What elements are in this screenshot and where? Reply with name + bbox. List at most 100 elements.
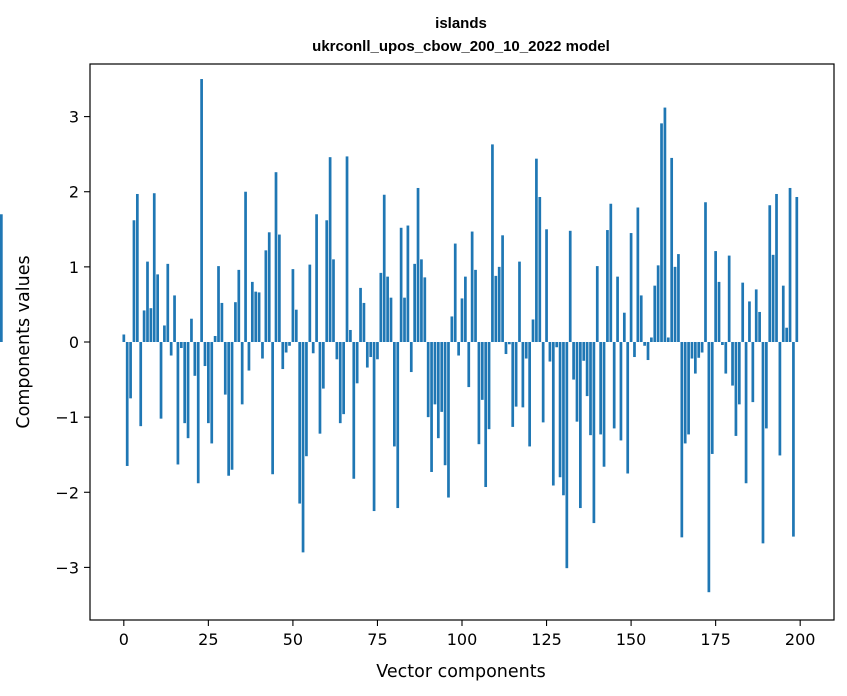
bar-152 <box>636 207 640 342</box>
bar-98 <box>453 243 457 342</box>
bar-105 <box>477 342 481 445</box>
bar-124 <box>541 342 545 423</box>
bar-196 <box>785 327 789 342</box>
bar-104 <box>474 269 477 342</box>
bar-64 <box>338 342 342 424</box>
bar-163 <box>673 266 677 342</box>
x-axis-ticks: 0 25 50 75 100 125 150 175 200 <box>119 620 815 649</box>
bar-140 <box>595 266 599 342</box>
bar-72 <box>365 342 369 368</box>
plot-area-frame <box>89 63 835 621</box>
bar-153 <box>639 295 643 342</box>
bar-119 <box>524 342 528 359</box>
bar-97 <box>450 316 454 342</box>
bar-118 <box>521 342 525 408</box>
bar-120 <box>528 342 531 447</box>
chart-title: islands <box>435 15 487 32</box>
bar-1 <box>125 342 129 466</box>
bar-9 <box>152 193 156 342</box>
bar-87 <box>416 187 420 342</box>
bar-75 <box>376 342 379 360</box>
y-axis-ticks: −3 −2 −1 0 1 2 3 <box>55 108 90 577</box>
bar-8 <box>149 308 153 342</box>
bar-148 <box>622 312 626 342</box>
bar-78 <box>386 276 389 342</box>
bar-63 <box>335 342 339 360</box>
bar-41 <box>261 342 264 359</box>
bar-181 <box>734 342 738 436</box>
bar-149 <box>626 342 630 474</box>
bar-37 <box>247 342 251 371</box>
bar-122 <box>535 158 538 342</box>
bar-44 <box>271 342 274 475</box>
bar-139 <box>592 342 596 524</box>
x-tick-label-125: 125 <box>531 630 562 649</box>
bar-74 <box>372 342 376 512</box>
x-tick-label-50: 50 <box>283 630 303 649</box>
bar-57 <box>315 214 318 342</box>
bar-51 <box>294 309 298 342</box>
bar-47 <box>281 342 285 370</box>
bar-34 <box>237 269 241 342</box>
bar-103 <box>470 231 474 342</box>
bar-52 <box>298 342 302 504</box>
bar-197 <box>788 187 792 342</box>
y-tick-label-0: 0 <box>69 333 79 352</box>
bar-193 <box>775 193 778 342</box>
bar-4 <box>135 193 139 342</box>
x-tick-label-75: 75 <box>367 630 387 649</box>
bar-80 <box>393 342 396 447</box>
bar-158 <box>656 265 660 342</box>
bar-185 <box>748 301 751 342</box>
bar-38 <box>250 281 254 342</box>
bar-20 <box>190 318 193 342</box>
bar-18 <box>183 342 187 424</box>
bar-30 <box>223 342 227 395</box>
bar-58 <box>318 342 322 434</box>
y-tick-label--1: −1 <box>55 408 79 427</box>
bar-undefined <box>0 214 3 342</box>
bar-166 <box>683 342 687 444</box>
bar-189 <box>761 342 765 544</box>
bar-108 <box>487 342 491 430</box>
bar-77 <box>382 194 386 342</box>
bar-0 <box>122 334 126 342</box>
bar-164 <box>677 254 680 342</box>
bar-25 <box>207 342 210 424</box>
bar-3 <box>132 220 136 342</box>
bar-35 <box>240 342 244 405</box>
bar-183 <box>741 282 745 342</box>
bar-146 <box>616 276 619 342</box>
chart-subtitle: ukrconll_upos_cbow_200_10_2022 model <box>312 38 610 55</box>
bar-175 <box>714 251 717 342</box>
bar-135 <box>579 342 582 509</box>
bar-147 <box>619 342 623 441</box>
bar-92 <box>433 342 437 405</box>
bar-155 <box>646 342 650 361</box>
bar-129 <box>558 342 562 478</box>
bar-99 <box>457 342 460 356</box>
bar-26 <box>210 342 214 444</box>
bar-192 <box>771 254 775 342</box>
bar-59 <box>321 342 325 389</box>
bar-145 <box>612 342 616 429</box>
bar-190 <box>765 342 768 429</box>
bar-151 <box>633 342 636 358</box>
bar-150 <box>629 233 633 342</box>
bar-170 <box>697 342 701 358</box>
bar-159 <box>660 123 663 342</box>
bar-107 <box>484 342 488 488</box>
bar-141 <box>599 342 603 435</box>
bar-112 <box>501 235 504 342</box>
bar-10 <box>156 274 159 342</box>
y-tick-label--3: −3 <box>55 558 79 577</box>
bar-138 <box>589 342 592 436</box>
bar-19 <box>186 342 190 439</box>
bar-28 <box>217 266 220 342</box>
bar-11 <box>159 342 163 419</box>
bar-165 <box>680 342 684 538</box>
bar-131 <box>565 342 569 569</box>
bar-168 <box>690 342 694 359</box>
bar-128 <box>555 342 559 348</box>
